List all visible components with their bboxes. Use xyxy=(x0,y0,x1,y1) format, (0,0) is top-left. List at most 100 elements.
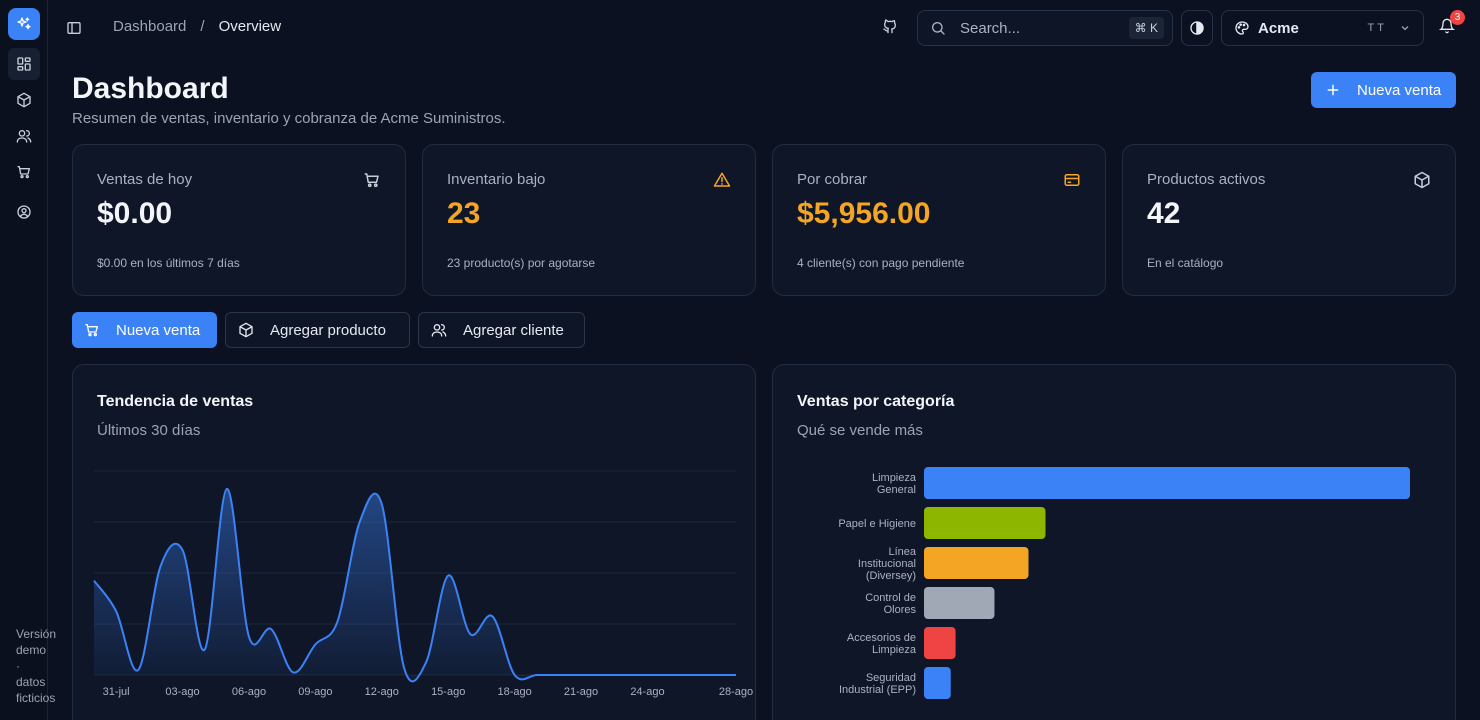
sales-trend-chart: 31-jul 03-ago 06-ago 09-ago 12-ago 15-ago 18-a… xyxy=(93,470,753,698)
sales-by-category-panel: Ventas por categoría Qué se vende más Li… xyxy=(772,364,1456,720)
stat-label: Productos activos xyxy=(1147,171,1266,188)
quick-new-sale-button[interactable]: Nueva venta xyxy=(72,312,217,348)
x-tick-label: 15-ago xyxy=(431,686,465,698)
users-icon xyxy=(431,324,447,337)
category-bar xyxy=(924,667,951,699)
grid-icon xyxy=(17,57,31,71)
x-tick-label: 31-jul xyxy=(103,686,130,698)
sidebar-item-clientes[interactable] xyxy=(8,120,40,152)
stat-footnote: 4 cliente(s) con pago pendiente xyxy=(797,256,965,270)
stat-card-productos-activos: Productos activos 42 En el catálogo xyxy=(1122,144,1456,296)
user-circle-icon xyxy=(17,205,31,219)
quick-new-sale-label: Nueva venta xyxy=(116,321,201,339)
category-bar xyxy=(924,587,995,619)
stat-card-por-cobrar: Por cobrar $5,956.00 4 cliente(s) con pa… xyxy=(772,144,1106,296)
stat-footnote: $0.00 en los últimos 7 días xyxy=(97,256,240,270)
category-label: (Diversey) xyxy=(866,570,916,582)
sales-trend-panel: Tendencia de ventas Últimos 30 días 31-j… xyxy=(72,364,756,720)
x-tick-label: 06-ago xyxy=(232,686,266,698)
top-header: Dashboard / Overview Search... ⌘ K Acme … xyxy=(48,0,1480,56)
category-bar xyxy=(924,467,1410,499)
breadcrumb-dashboard[interactable]: Dashboard xyxy=(113,18,187,35)
category-label: Línea xyxy=(888,546,916,558)
breadcrumb-overview: Overview xyxy=(218,18,282,35)
new-sale-button[interactable]: Nueva venta xyxy=(1311,72,1456,108)
category-label: Limpieza xyxy=(872,644,917,656)
category-label: Limpieza xyxy=(872,472,917,484)
demo-note-line: Versión xyxy=(16,627,57,641)
stat-value: 42 xyxy=(1147,197,1181,230)
notifications-button[interactable] xyxy=(1438,18,1459,38)
x-tick-label: 12-ago xyxy=(365,686,399,698)
stat-footnote: En el catálogo xyxy=(1147,256,1224,270)
sparkles-icon xyxy=(17,17,31,30)
x-tick-label: 24-ago xyxy=(630,686,664,698)
org-switcher[interactable]: Acme TT xyxy=(1221,10,1424,46)
add-product-button[interactable]: Agregar producto xyxy=(225,312,410,348)
stat-label: Ventas de hoy xyxy=(97,171,193,188)
sidebar-item-dashboard[interactable] xyxy=(8,48,40,80)
cart-icon xyxy=(364,173,379,188)
sidebar-item-productos[interactable] xyxy=(8,84,40,116)
sidebar-item-cuenta[interactable] xyxy=(8,196,40,228)
plus-icon xyxy=(1327,84,1339,96)
box-icon xyxy=(17,92,31,108)
bell-icon xyxy=(1438,18,1456,34)
github-link[interactable] xyxy=(882,18,902,38)
demo-note-line: ficticios xyxy=(16,691,56,705)
demo-note-line: demo xyxy=(16,643,47,657)
panel-subtitle: Últimos 30 días xyxy=(97,422,201,439)
x-tick-label: 03-ago xyxy=(165,686,199,698)
panel-title: Ventas por categoría xyxy=(797,393,955,410)
demo-note-line: datos xyxy=(16,675,46,689)
category-label: Control de xyxy=(865,592,916,604)
stat-footnote: 23 producto(s) por agotarse xyxy=(447,256,596,270)
box-icon xyxy=(1414,171,1430,189)
sidebar-toggle-button[interactable] xyxy=(64,16,84,40)
page-title: Dashboard xyxy=(72,72,229,105)
panel-subtitle: Qué se vende más xyxy=(797,422,923,439)
demo-note-line: · xyxy=(16,659,20,673)
sidebar-item-ventas[interactable] xyxy=(8,156,40,188)
contrast-icon xyxy=(1190,21,1204,35)
breadcrumb-separator: / xyxy=(200,18,205,35)
stat-value: 23 xyxy=(447,197,481,230)
notification-badge: 3 xyxy=(1450,10,1465,25)
x-tick-label: 18-ago xyxy=(497,686,531,698)
search-shortcut: ⌘ K xyxy=(1128,17,1164,39)
x-tick-label: 09-ago xyxy=(298,686,332,698)
search-input[interactable]: Search... ⌘ K xyxy=(917,10,1173,46)
category-label: Seguridad xyxy=(866,672,916,684)
warning-icon xyxy=(713,172,731,187)
chevron-down-icon xyxy=(1401,26,1409,31)
x-tick-label: 28-ago xyxy=(719,686,753,698)
x-tick-label: 21-ago xyxy=(564,686,598,698)
add-client-button[interactable]: Agregar cliente xyxy=(418,312,585,348)
app-logo[interactable] xyxy=(8,8,40,40)
users-icon xyxy=(16,130,32,143)
add-product-label: Agregar producto xyxy=(270,321,386,339)
box-icon xyxy=(239,322,253,338)
theme-toggle-button[interactable] xyxy=(1181,10,1213,46)
demo-note: Versión demo · datos ficticios xyxy=(16,626,64,706)
palette-icon xyxy=(1235,21,1249,35)
cart-icon xyxy=(85,324,98,337)
cart-icon xyxy=(17,166,30,179)
panel-title: Tendencia de ventas xyxy=(97,393,254,410)
category-bar xyxy=(924,627,956,659)
github-icon xyxy=(883,19,896,34)
add-client-label: Agregar cliente xyxy=(463,321,564,339)
category-label: Papel e Higiene xyxy=(838,518,916,530)
series-line xyxy=(93,487,736,683)
sidebar-toggle-icon xyxy=(67,22,81,34)
org-initials: TT xyxy=(1367,22,1387,34)
page-subtitle: Resumen de ventas, inventario y cobranza… xyxy=(72,110,506,127)
stat-value: $5,956.00 xyxy=(797,197,931,230)
breadcrumb: Dashboard / Overview xyxy=(113,18,281,35)
stat-card-inventario-bajo: Inventario bajo 23 23 producto(s) por ag… xyxy=(422,144,756,296)
category-label: Olores xyxy=(884,604,917,616)
category-label: Accesorios de xyxy=(847,632,916,644)
stat-label: Inventario bajo xyxy=(447,171,546,188)
